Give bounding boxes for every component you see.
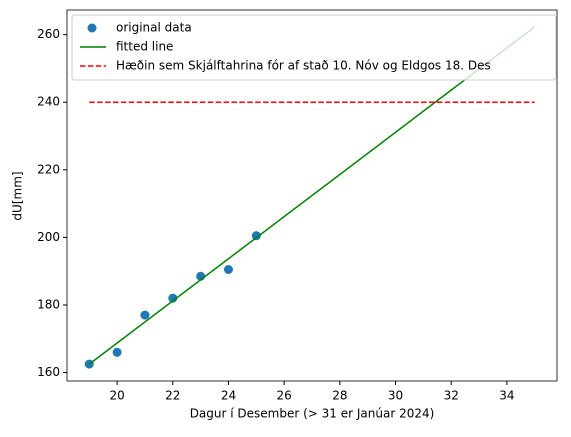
y-tick-label: 260 (37, 27, 60, 41)
legend-label: Hæðin sem Skjálftahrina fór af stað 10. … (116, 59, 491, 73)
legend-label: fitted line (116, 40, 173, 54)
legend-label: original data (116, 21, 192, 35)
legend-box (71, 14, 557, 81)
x-tick-label: 32 (444, 389, 459, 403)
y-axis-label: dU[mm] (11, 171, 25, 220)
x-tick-label: 20 (109, 389, 124, 403)
series-line (88, 26, 536, 365)
data-point (168, 293, 178, 303)
x-tick-label: 26 (277, 389, 292, 403)
axes-frame (66, 9, 558, 382)
x-tick-label: 34 (499, 389, 514, 403)
data-point (112, 347, 122, 357)
x-tick-label: 22 (165, 389, 180, 403)
x-axis-label: Dagur í Desember (> 31 er Janúar 2024) (190, 407, 435, 421)
y-tick-label: 160 (37, 365, 60, 379)
x-tick-label: 28 (332, 389, 347, 403)
data-point (251, 231, 261, 241)
x-tick-label: 24 (221, 389, 236, 403)
data-point (140, 310, 150, 320)
y-tick-label: 200 (37, 230, 60, 244)
legend-marker (87, 23, 97, 33)
data-point (223, 264, 233, 274)
y-tick-label: 220 (37, 162, 60, 176)
y-tick-label: 180 (37, 297, 60, 311)
x-tick-label: 30 (388, 389, 403, 403)
y-tick-label: 240 (37, 95, 60, 109)
